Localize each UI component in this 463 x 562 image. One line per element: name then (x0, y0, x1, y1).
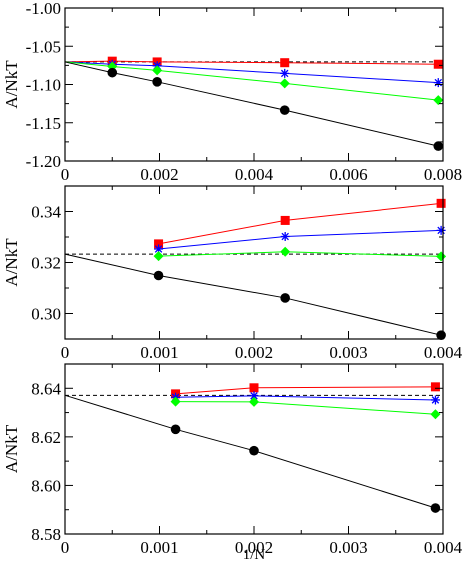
y-tick-label: 0.32 (31, 254, 61, 273)
data-point-asterisk (280, 68, 290, 78)
data-point-diamond (153, 251, 164, 262)
x-tick-label: 0.004 (424, 538, 463, 557)
x-tick-label: 0 (61, 343, 70, 362)
x-tick-label: 0.006 (329, 165, 367, 184)
data-point-asterisk (436, 225, 446, 235)
y-axis-label: A/NkT (2, 60, 21, 109)
data-point-square (154, 239, 164, 249)
data-point-square (280, 215, 290, 225)
y-tick-label: 0.30 (31, 305, 61, 324)
data-point-diamond (436, 251, 447, 262)
data-point-square (436, 198, 446, 208)
panel-middle: 0 0.001 0.002 0.003 0.004 0.30 0.32 0.34 A/NkT (2, 185, 463, 362)
series-line-circle (64, 394, 436, 509)
y-axis-label: A/NkT (2, 424, 21, 473)
series-line-circle (64, 253, 442, 336)
data-point-square (249, 383, 259, 393)
x-tick-label: 0.002 (140, 165, 178, 184)
data-point-circle (249, 445, 259, 456)
series-line-square (175, 386, 436, 395)
y-tick-label: -1.15 (26, 114, 61, 133)
panel-top: 0 0.002 0.004 0.006 0.008 -1.20 -1.15 -1.10 -1.0… (2, 0, 462, 184)
series-line-diamond (64, 61, 439, 101)
data-point-circle (279, 105, 290, 115)
data-point-asterisk (280, 231, 290, 241)
y-tick-label: -1.20 (26, 152, 61, 171)
data-point-square (430, 382, 440, 392)
x-tick-label: 0.002 (235, 343, 273, 362)
series-line-asterisk (175, 395, 436, 401)
series-line-asterisk (158, 229, 442, 250)
x-tick-label: 0.003 (329, 538, 367, 557)
x-tick-label: 0.003 (329, 343, 367, 362)
x-tick-label: 0.004 (424, 343, 463, 362)
x-tick-label: 0 (61, 538, 70, 557)
series-line-diamond (175, 401, 436, 415)
y-tick-label: 8.60 (31, 476, 61, 495)
data-point-diamond (280, 246, 291, 257)
series-line-square (158, 202, 442, 245)
data-point-diamond (152, 65, 163, 76)
data-point-square (433, 59, 443, 69)
data-point-circle (152, 77, 162, 87)
series-line-circle (64, 61, 439, 147)
data-point-diamond (430, 409, 441, 420)
x-axis-label: 1/N (243, 547, 266, 562)
x-tick-label: 0.001 (140, 538, 178, 557)
panel-bottom: 0 0.001 0.002 0.003 0.004 8.58 8.60 8.62 8.64 A/N… (2, 363, 463, 562)
y-tick-label: 8.64 (31, 379, 61, 398)
data-point-diamond (279, 78, 290, 89)
x-tick-label: 0.004 (235, 165, 274, 184)
y-tick-label: -1.00 (26, 0, 61, 18)
data-point-asterisk (430, 395, 440, 405)
plot-frame (64, 7, 444, 162)
data-point-diamond (433, 95, 444, 106)
y-tick-label: 0.34 (31, 203, 61, 222)
data-point-asterisk (433, 78, 443, 88)
data-point-circle (107, 67, 118, 78)
x-tick-label: 0.008 (424, 165, 462, 184)
data-point-diamond (249, 396, 259, 407)
y-tick-label: 8.62 (31, 428, 61, 447)
data-point-circle (430, 503, 441, 513)
data-point-circle (280, 293, 290, 303)
data-point-circle (170, 424, 181, 435)
x-tick-label: 0.002 (235, 538, 273, 557)
data-point-diamond (170, 396, 181, 407)
data-point-circle (433, 141, 444, 151)
y-tick-label: -1.10 (26, 76, 61, 95)
y-tick-label: -1.05 (26, 37, 61, 56)
data-point-asterisk (249, 391, 259, 401)
x-tick-label: 0 (61, 165, 70, 184)
y-axis-label: A/NkT (2, 238, 21, 287)
x-tick-label: 0.001 (140, 343, 178, 362)
data-point-square (280, 58, 290, 68)
data-point-asterisk (154, 244, 164, 254)
data-point-circle (153, 270, 164, 281)
y-tick-label: 8.58 (31, 525, 61, 544)
